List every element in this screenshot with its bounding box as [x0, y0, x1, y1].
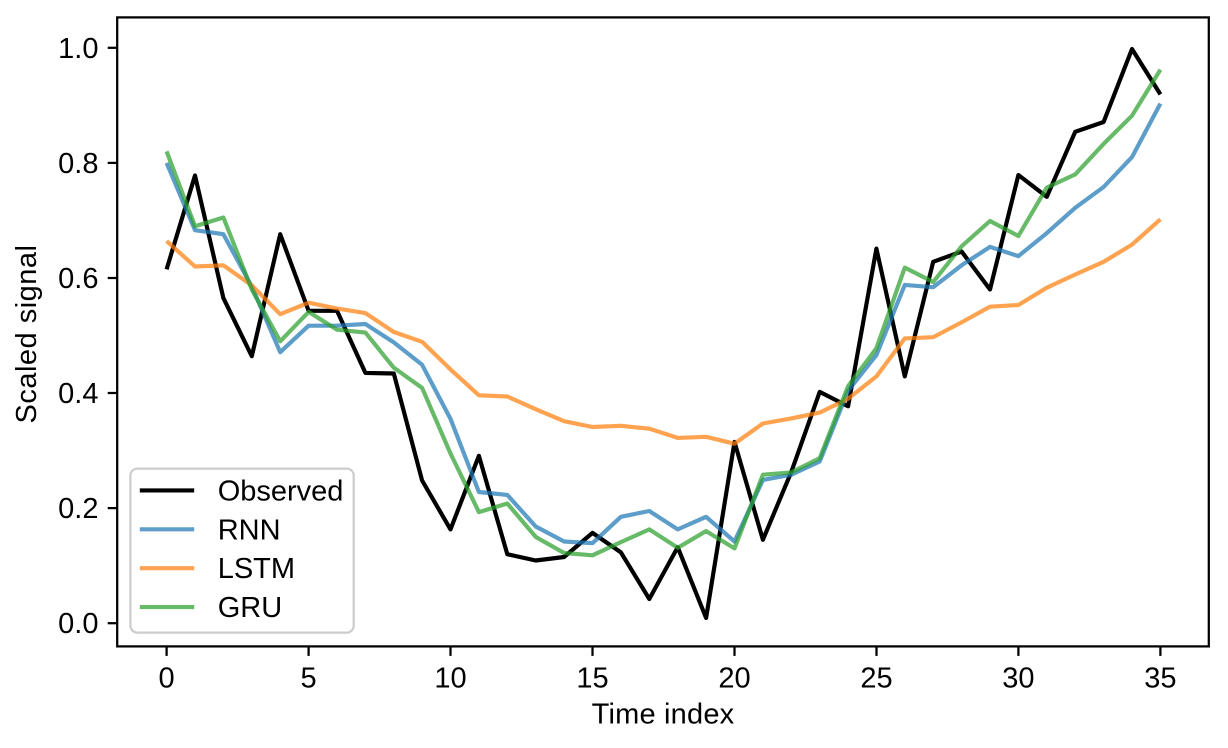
- svg-text:30: 30: [1002, 663, 1034, 695]
- svg-text:Time index: Time index: [592, 699, 735, 731]
- svg-text:0.6: 0.6: [58, 263, 98, 295]
- svg-text:35: 35: [1144, 663, 1176, 695]
- svg-text:LSTM: LSTM: [218, 553, 295, 585]
- svg-text:15: 15: [576, 663, 608, 695]
- svg-text:0.8: 0.8: [58, 148, 98, 180]
- svg-text:Scaled signal: Scaled signal: [11, 245, 43, 424]
- svg-text:0.2: 0.2: [58, 493, 98, 525]
- svg-text:0.0: 0.0: [58, 608, 98, 640]
- svg-text:25: 25: [860, 663, 892, 695]
- svg-text:0.4: 0.4: [58, 378, 98, 410]
- svg-text:1.0: 1.0: [58, 33, 98, 65]
- svg-text:0: 0: [159, 663, 175, 695]
- svg-text:GRU: GRU: [218, 592, 282, 624]
- svg-text:Observed: Observed: [218, 475, 344, 507]
- svg-text:5: 5: [301, 663, 317, 695]
- svg-text:RNN: RNN: [218, 514, 281, 546]
- svg-text:20: 20: [718, 663, 750, 695]
- svg-text:10: 10: [434, 663, 466, 695]
